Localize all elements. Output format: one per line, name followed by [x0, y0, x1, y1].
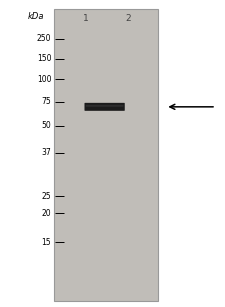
Text: 1: 1 — [83, 14, 88, 23]
Text: 50: 50 — [42, 121, 51, 130]
Text: 250: 250 — [37, 34, 51, 44]
Text: 20: 20 — [42, 208, 51, 218]
Bar — [54, 9, 158, 301]
Text: 37: 37 — [42, 148, 51, 157]
Text: 75: 75 — [42, 97, 51, 107]
Text: 25: 25 — [42, 192, 51, 201]
Text: 100: 100 — [37, 75, 51, 84]
FancyBboxPatch shape — [86, 105, 123, 107]
Text: 15: 15 — [42, 238, 51, 247]
Text: 2: 2 — [126, 14, 131, 23]
FancyBboxPatch shape — [85, 103, 125, 111]
Text: 150: 150 — [37, 54, 51, 64]
Text: kDa: kDa — [28, 12, 45, 21]
